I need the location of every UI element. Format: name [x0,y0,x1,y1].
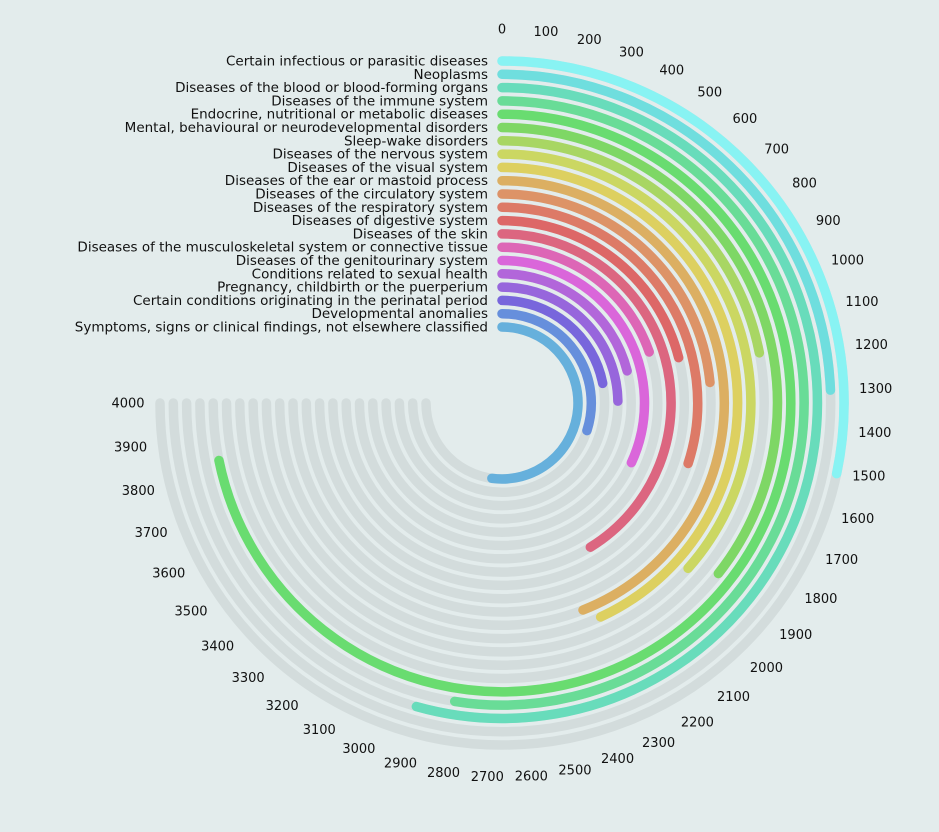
tick-label-300: 300 [619,46,644,61]
category-label-pregnancy-childbirth-or-the-puerperium: Pregnancy, childbirth or the puerperium [217,280,488,296]
tick-label-1100: 1100 [845,295,878,310]
bar-diseases-of-the-visual-system[interactable] [497,162,743,622]
bar-diseases-of-the-nervous-system[interactable] [497,149,756,574]
category-label-certain-infectious-or-parasitic-diseases: Certain infectious or parasitic diseases [226,54,488,70]
category-label-diseases-of-the-immune-system: Diseases of the immune system [271,93,488,109]
bar-sleep-wake-disorders[interactable] [497,136,765,358]
bar-conditions-related-to-sexual-health[interactable] [497,269,632,376]
category-label-conditions-related-to-sexual-health: Conditions related to sexual health [252,266,488,282]
category-label-diseases-of-the-skin: Diseases of the skin [353,226,488,242]
bar-diseases-of-the-respiratory-system[interactable] [497,202,703,469]
tick-label-1700: 1700 [825,553,858,568]
bar-diseases-of-the-skin[interactable] [497,229,676,552]
category-label-diseases-of-the-ear-or-mastoid-process: Diseases of the ear or mastoid process [225,173,488,189]
tick-label-900: 900 [816,214,841,229]
bar-diseases-of-the-circulatory-system[interactable] [497,189,715,388]
bar-certain-conditions-originating-in-the-perinatal-period[interactable] [497,295,608,389]
tick-label-1900: 1900 [779,628,812,643]
category-label-sleep-wake-disorders: Sleep-wake disorders [344,133,488,149]
tick-label-600: 600 [732,112,757,127]
tick-label-2100: 2100 [717,690,750,705]
category-label-symptoms-signs-or-clinical-findings-not-elsewhere-classified: Symptoms, signs or clinical findings, no… [75,320,488,336]
tick-label-2700: 2700 [471,770,504,785]
bar-pregnancy-childbirth-or-the-puerperium[interactable] [497,282,623,406]
category-label-neoplasms: Neoplasms [414,67,488,83]
category-label-diseases-of-digestive-system: Diseases of digestive system [292,213,488,229]
tick-label-500: 500 [697,86,722,101]
bar-diseases-of-digestive-system[interactable] [497,215,684,363]
category-label-certain-conditions-originating-in-the-perinatal-period: Certain conditions originating in the pe… [133,293,488,309]
bar-mental-behavioural-or-neurodevelopmental-disorders[interactable] [497,122,783,579]
bar-endocrine-nutritional-or-metabolic-diseases[interactable] [214,109,796,697]
bar-certain-infectious-or-parasitic-diseases[interactable] [497,56,849,479]
category-label-diseases-of-the-respiratory-system: Diseases of the respiratory system [253,200,488,216]
tick-label-1000: 1000 [831,253,864,268]
category-label-diseases-of-the-genitourinary-system: Diseases of the genitourinary system [236,253,488,269]
tick-label-3800: 3800 [122,484,155,499]
tick-label-1300: 1300 [859,382,892,397]
tick-label-3300: 3300 [232,671,265,686]
tick-label-2000: 2000 [750,661,783,676]
tick-label-2500: 2500 [558,763,591,778]
tick-label-3400: 3400 [201,639,234,654]
tick-label-3600: 3600 [152,566,185,581]
tick-label-1400: 1400 [858,426,891,441]
tick-label-2900: 2900 [384,756,417,771]
bar-symptoms-signs-or-clinical-findings-not-elsewhere-classified[interactable] [487,322,583,484]
tick-label-3900: 3900 [114,440,147,455]
bar-diseases-of-the-ear-or-mastoid-process[interactable] [497,175,730,615]
tick-label-100: 100 [534,25,559,40]
tick-label-3700: 3700 [135,526,168,541]
tick-label-1800: 1800 [804,592,837,607]
tick-label-400: 400 [659,63,684,78]
bar-neoplasms[interactable] [497,69,836,395]
tick-label-1500: 1500 [852,469,885,484]
tick-label-3200: 3200 [266,699,299,714]
tick-label-700: 700 [764,143,789,158]
category-label-developmental-anomalies: Developmental anomalies [311,306,488,322]
tick-label-2400: 2400 [601,752,634,767]
tick-label-800: 800 [792,177,817,192]
category-label-endocrine-nutritional-or-metabolic-diseases: Endocrine, nutritional or metabolic dise… [191,107,488,123]
category-label-diseases-of-the-musculoskeletal-system-or-connective-tissue: Diseases of the musculoskeletal system o… [77,240,488,256]
tick-label-0: 0 [498,23,506,38]
tick-label-2200: 2200 [681,715,714,730]
category-label-diseases-of-the-blood-or-blood-forming-organs: Diseases of the blood or blood-forming o… [175,80,488,96]
bar-diseases-of-the-immune-system[interactable] [449,96,809,710]
bar-diseases-of-the-blood-or-blood-forming-organs[interactable] [411,82,823,724]
tick-label-2300: 2300 [642,736,675,751]
bar-diseases-of-the-genitourinary-system[interactable] [497,255,650,468]
tick-label-3000: 3000 [342,742,375,757]
category-label-diseases-of-the-visual-system: Diseases of the visual system [287,160,488,176]
tick-label-2800: 2800 [427,766,460,781]
tick-label-3500: 3500 [174,604,207,619]
category-label-mental-behavioural-or-neurodevelopmental-disorders: Mental, behavioural or neurodevelopmenta… [125,120,488,136]
tick-label-4000: 4000 [111,397,144,412]
bar-diseases-of-the-musculoskeletal-system-or-connective-tissue[interactable] [497,242,654,357]
category-label-diseases-of-the-circulatory-system: Diseases of the circulatory system [255,187,488,203]
tick-label-200: 200 [577,33,602,48]
tick-label-1600: 1600 [841,512,874,527]
tick-label-2600: 2600 [515,769,548,784]
tick-label-3100: 3100 [303,723,336,738]
tick-label-1200: 1200 [855,338,888,353]
bar-developmental-anomalies[interactable] [497,308,597,436]
category-label-diseases-of-the-nervous-system: Diseases of the nervous system [272,147,488,163]
